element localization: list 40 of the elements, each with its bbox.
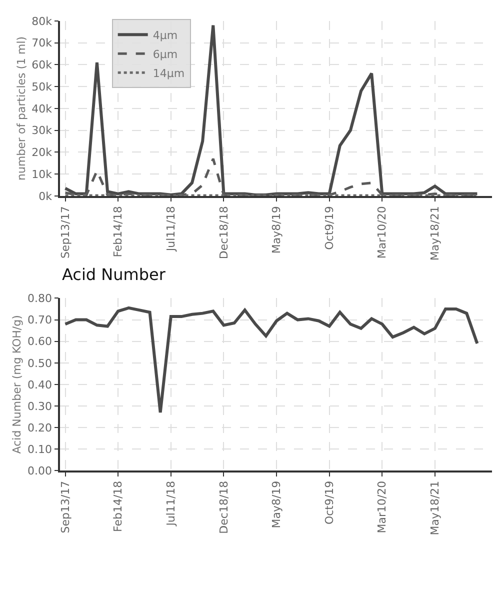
x-tick-label: Mar10/20 [376,480,389,534]
x-tick-label: Oct9/19 [322,206,336,250]
y-tick-label: 20k [32,146,53,160]
y-axis-title: Acid Number (mg KOH/g) [10,315,24,454]
y-tick-label: 60k [32,58,53,72]
x-tick-label: Dec18/18 [217,480,230,534]
x-tick-label: Oct9/19 [322,480,336,525]
y-tick-label: 0.10 [28,442,52,456]
x-tick-label: Mar10/20 [376,206,389,259]
x-tick-label: Feb14/18 [112,206,125,258]
y-tick-label: 40k [32,102,53,116]
y-tick-label: 0.20 [28,421,52,434]
y-tick-label: 0.80 [28,292,52,306]
y-tick-label: 0.70 [28,314,52,327]
x-tick-label: May8/19 [270,480,284,528]
x-tick-label: Sep13/17 [58,206,72,259]
y-axis-title: number of particles (1 ml) [14,36,28,180]
y-tick-label: 0.00 [28,464,52,478]
y-tick-label: 0.60 [28,335,52,348]
x-tick-label: Dec18/18 [217,206,230,260]
y-tick-label: 70k [32,36,53,50]
y-tick-label: 50k [32,80,53,94]
legend-label: 14µm [152,66,185,80]
x-tick-label: Sep13/17 [58,480,72,534]
y-tick-label: 0k [38,190,53,203]
y-tick-label: 30k [32,124,53,138]
x-tick-label: May8/19 [270,206,284,254]
y-tick-label: 0.40 [28,378,52,392]
x-tick-label: Jul11/18 [164,480,178,527]
x-tick-label: Feb14/18 [112,480,125,532]
y-tick-label: 10k [32,168,53,181]
x-tick-label: May18/21 [428,480,442,536]
legend-label: 4µm [152,28,178,42]
chart-title: Acid Number [62,265,166,284]
y-tick-label: 0.50 [28,356,52,370]
x-tick-label: Jul11/18 [164,206,178,252]
y-tick-label: 0.30 [28,400,52,413]
y-tick-label: 80k [32,14,53,28]
legend-label: 6µm [152,48,178,61]
x-tick-label: May18/21 [428,206,442,261]
